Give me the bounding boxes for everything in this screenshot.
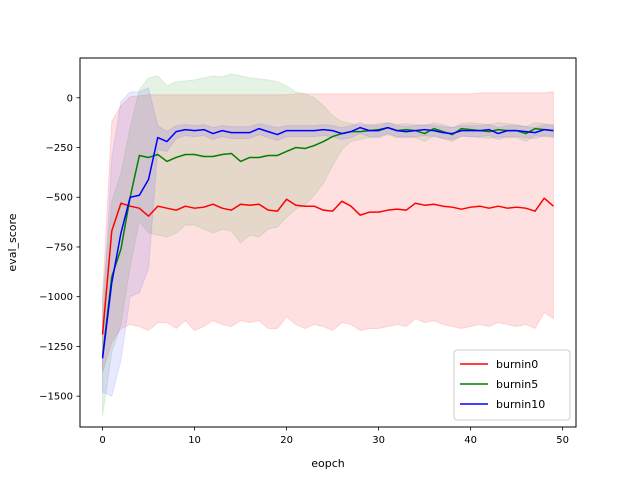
- x-tick-label: 50: [556, 435, 569, 446]
- plot-frame: [79, 57, 577, 428]
- y-axis-ticks: 0 −250 −500 −750 −1000 −1250 −1500: [39, 93, 80, 403]
- y-tick-label: 0: [67, 93, 73, 104]
- band-burnin5: [102, 73, 554, 417]
- y-tick-label: −250: [46, 143, 73, 154]
- legend-label-burnin5: burnin5: [496, 378, 538, 391]
- series-lines: [101, 126, 554, 359]
- legend-box: [453, 349, 571, 421]
- line-burnin0: [101, 197, 554, 335]
- x-tick-label: 10: [188, 435, 201, 446]
- y-tick-label: −1000: [39, 292, 73, 303]
- band-burnin0: [102, 91, 554, 373]
- legend-label-burnin0: burnin0: [496, 358, 538, 371]
- y-tick-label: −750: [46, 242, 73, 253]
- x-tick-label: 40: [464, 435, 477, 446]
- y-tick-label: −1250: [39, 342, 73, 353]
- x-axis-label: eopch: [311, 457, 345, 470]
- x-tick-label: 0: [99, 435, 105, 446]
- x-tick-label: 30: [372, 435, 385, 446]
- y-tick-label: −500: [46, 193, 73, 204]
- band-burnin10: [102, 87, 554, 397]
- line-burnin10: [101, 126, 554, 359]
- y-tick-label: −1500: [39, 392, 73, 403]
- legend: burnin0 burnin5 burnin10: [453, 349, 571, 421]
- confidence-bands: [102, 73, 554, 417]
- y-axis-label: eval_score: [6, 213, 19, 271]
- legend-label-burnin10: burnin10: [496, 398, 545, 411]
- x-axis-ticks: 0 10 20 30 40 50: [99, 427, 569, 446]
- x-tick-label: 20: [280, 435, 293, 446]
